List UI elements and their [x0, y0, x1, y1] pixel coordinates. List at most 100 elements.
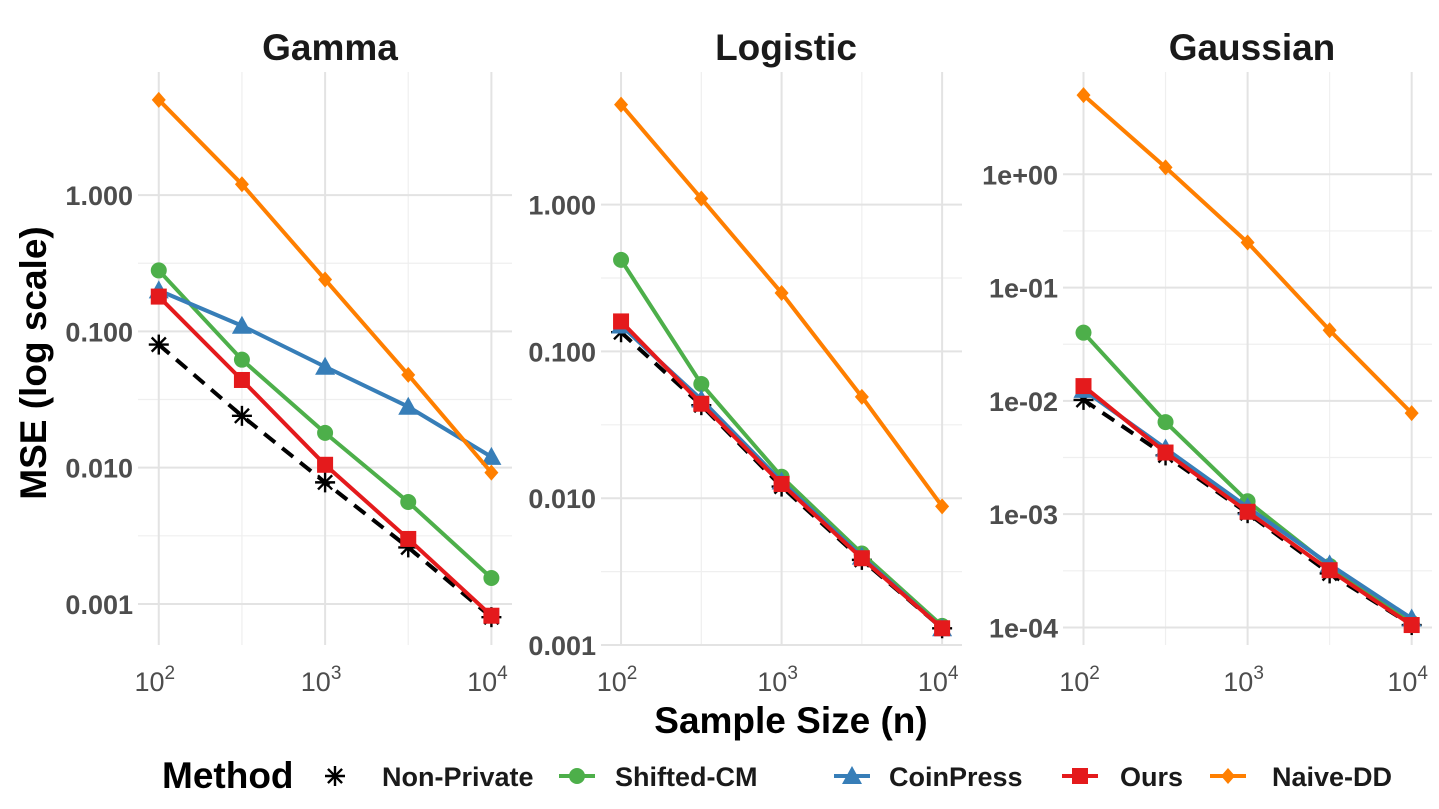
panel-gaussian: Gaussian 1e-04 1e-03 1e-02 1e-01 1e+00 102 103 1… — [982, 27, 1432, 697]
point-shifted-cm — [483, 570, 500, 587]
legend-item-naive-dd: Naive-DD — [1210, 762, 1392, 792]
series-naive-dd-gamma — [151, 91, 499, 481]
point-naive-dd — [935, 498, 950, 515]
y-tick-label: 1e-03 — [989, 500, 1058, 530]
point-ours — [934, 620, 951, 637]
point-non-private — [148, 334, 169, 355]
point-naive-dd — [1158, 159, 1173, 176]
x-tick-label: 103 — [1223, 663, 1264, 697]
y-tick-label: 1e-04 — [989, 613, 1058, 643]
legend-key-marker-coinpress — [842, 766, 862, 784]
x-tick-label: 102 — [597, 663, 638, 697]
panel-title-gamma: Gamma — [262, 27, 398, 68]
point-naive-dd — [401, 366, 416, 383]
legend-key-marker-naive-dd — [1221, 768, 1235, 784]
point-naive-dd — [1240, 234, 1255, 251]
point-shifted-cm — [400, 493, 417, 510]
x-tick-label: 103 — [757, 663, 798, 697]
grid-logistic — [601, 72, 962, 646]
legend-item-non-private: Non-Private — [325, 762, 534, 792]
x-tick-label: 102 — [134, 663, 175, 697]
point-naive-dd — [1322, 322, 1337, 339]
point-ours — [483, 607, 500, 624]
point-naive-dd — [318, 271, 333, 288]
y-tick-label: 0.010 — [65, 454, 133, 484]
y-tick-label: 1e-02 — [989, 387, 1058, 417]
point-non-private — [315, 472, 336, 493]
x-tick-label: 103 — [301, 663, 342, 697]
x-tick-label: 104 — [467, 663, 508, 697]
y-tick-label: 0.001 — [528, 631, 596, 661]
point-ours — [1321, 562, 1338, 579]
point-naive-dd — [694, 190, 709, 207]
legend-label-shifted-cm: Shifted-CM — [615, 762, 757, 792]
point-shifted-cm — [317, 424, 334, 441]
legend-key-marker-ours — [1072, 768, 1088, 784]
panel-title-gaussian: Gaussian — [1169, 27, 1336, 68]
legend-item-ours: Ours — [1062, 762, 1183, 792]
series-naive-dd-gaussian — [1076, 87, 1419, 422]
legend: Method Non-Private Shifted-CM CoinPress Our… — [162, 755, 1392, 796]
series-naive-dd-logistic — [614, 96, 950, 515]
point-ours — [773, 475, 790, 492]
series-line-non-private — [619, 330, 944, 630]
legend-item-coinpress: CoinPress — [834, 762, 1023, 792]
panel-logistic: Logistic 0.001 0.010 0.100 1.000 102 103 104 — [528, 27, 962, 697]
point-naive-dd — [151, 91, 166, 108]
point-shifted-cm — [613, 251, 630, 268]
point-naive-dd — [234, 176, 249, 193]
point-ours — [1239, 503, 1256, 520]
point-ours — [317, 456, 334, 473]
point-naive-dd — [774, 284, 789, 301]
grid-gamma — [138, 72, 512, 645]
y-tick-label: 0.100 — [528, 337, 596, 367]
point-shifted-cm — [150, 262, 167, 279]
point-ours — [1157, 444, 1174, 461]
point-shifted-cm — [1157, 414, 1174, 431]
x-axis-title: Sample Size (n) — [654, 700, 927, 741]
legend-item-shifted-cm: Shifted-CM — [559, 762, 757, 792]
point-shifted-cm — [693, 375, 710, 392]
point-coinpress — [398, 396, 419, 415]
point-naive-dd — [854, 388, 869, 405]
legend-label-coinpress: CoinPress — [889, 762, 1023, 792]
point-coinpress — [481, 446, 502, 465]
panel-title-logistic: Logistic — [715, 27, 857, 68]
legend-label-ours: Ours — [1120, 762, 1183, 792]
x-tick-label: 104 — [1387, 663, 1428, 697]
panel-gamma: Gamma 0.001 0.010 0.100 1.000 102 103 104 — [65, 27, 512, 697]
series-ours-gamma — [150, 288, 500, 624]
series-ours-gaussian — [1075, 378, 1420, 634]
x-tick-label: 102 — [1059, 663, 1100, 697]
legend-label-non-private: Non-Private — [382, 762, 534, 792]
point-ours — [400, 530, 417, 547]
point-naive-dd — [614, 96, 629, 113]
grid-gaussian — [1063, 72, 1432, 645]
legend-key-marker-non-private — [325, 766, 345, 786]
legend-title: Method — [162, 755, 294, 796]
series-coinpress-gamma — [148, 280, 502, 465]
legend-label-naive-dd: Naive-DD — [1272, 762, 1392, 792]
y-tick-label: 0.100 — [65, 317, 133, 347]
point-coinpress — [315, 356, 336, 375]
series-shifted-cm-gamma — [150, 262, 500, 587]
legend-key-marker-shifted-cm — [569, 768, 585, 784]
series-ours-logistic — [613, 313, 951, 637]
y-axis-title: MSE (log scale) — [13, 226, 54, 499]
point-ours — [693, 395, 710, 412]
y-tick-label: 0.001 — [65, 590, 133, 620]
point-coinpress — [231, 315, 252, 334]
point-non-private — [231, 405, 252, 426]
point-naive-dd — [1404, 405, 1419, 422]
point-naive-dd — [1076, 87, 1091, 104]
x-tick-label: 104 — [918, 663, 959, 697]
y-tick-label: 1.000 — [528, 191, 596, 221]
y-tick-label: 0.010 — [528, 484, 596, 514]
point-ours — [1403, 617, 1420, 634]
y-tick-label: 1e-01 — [989, 274, 1058, 304]
point-shifted-cm — [233, 351, 250, 368]
point-ours — [233, 371, 250, 388]
point-shifted-cm — [1075, 324, 1092, 341]
